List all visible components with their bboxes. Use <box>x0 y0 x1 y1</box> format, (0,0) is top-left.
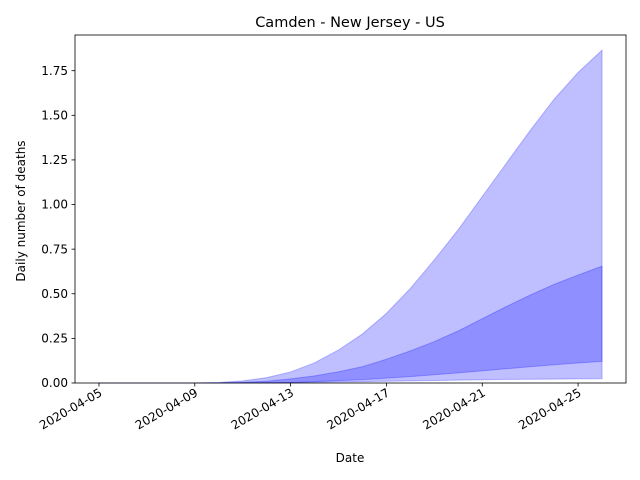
y-tick-label: 1.75 <box>41 64 68 78</box>
chart-title: Camden - New Jersey - US <box>255 15 445 31</box>
confidence-bands <box>98 49 603 384</box>
x-axis-label: Date <box>336 451 365 465</box>
y-tick-label: 0.25 <box>41 332 68 346</box>
y-tick-label: 0.50 <box>41 287 68 301</box>
x-tick-label: 2020-04-13 <box>229 385 296 432</box>
x-tick-label: 2020-04-09 <box>133 385 200 432</box>
y-tick-label: 0.00 <box>41 376 68 390</box>
y-tick-label: 1.00 <box>41 198 68 212</box>
y-tick-label: 1.25 <box>41 153 68 167</box>
x-axis: 2020-04-05 2020-04-09 2020-04-13 2020-04-17… <box>37 383 584 432</box>
plot-frame <box>74 34 627 384</box>
x-tick-label: 2020-04-05 <box>37 385 104 432</box>
y-axis-label: Daily number of deaths <box>14 140 28 281</box>
y-axis: 0.00 0.25 0.50 0.75 1.00 1.25 1.50 1.75 <box>41 64 75 390</box>
x-tick-label: 2020-04-25 <box>516 385 583 432</box>
y-tick-label: 1.50 <box>41 109 68 123</box>
x-tick-label: 2020-04-17 <box>325 385 392 432</box>
y-tick-label: 0.75 <box>41 242 68 256</box>
x-tick-label: 2020-04-21 <box>420 385 487 432</box>
